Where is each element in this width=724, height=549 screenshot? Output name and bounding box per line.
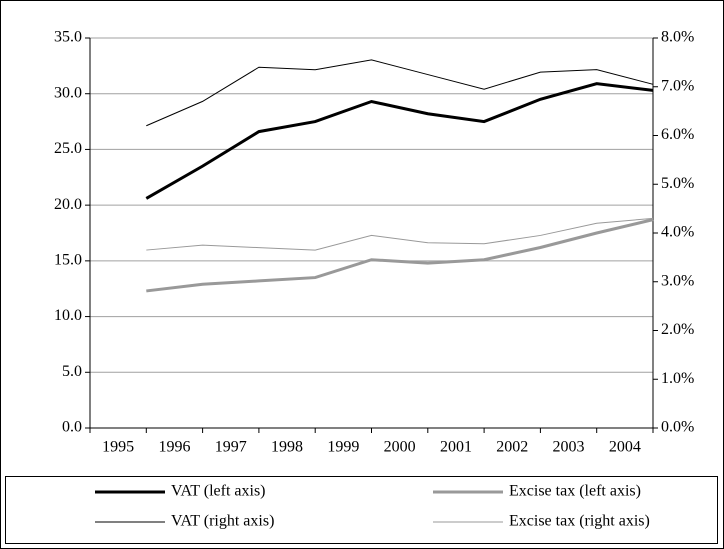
legend-label: VAT (left axis) [171, 483, 266, 500]
y-tick-label: 30.0 [54, 84, 82, 101]
y-tick-label: 5.0 [62, 363, 82, 380]
y-tick-label: 25.0 [54, 140, 82, 157]
legend-label: VAT (right axis) [171, 513, 274, 530]
y2-tick-label: 0.0% [661, 419, 694, 436]
y2-tick-label: 5.0% [661, 175, 694, 192]
series-line [145, 82, 654, 200]
y2-tick-label: 3.0% [661, 272, 694, 289]
y2-tick-label: 8.0% [661, 29, 694, 46]
legend-label: Excise tax (left axis) [509, 483, 641, 500]
y-tick-label: 35.0 [54, 29, 82, 46]
series-line [146, 59, 654, 127]
x-tick-label: 2003 [553, 439, 585, 456]
y2-tick-label: 1.0% [661, 370, 694, 387]
y2-tick-label: 6.0% [661, 126, 694, 143]
x-tick-label: 1999 [327, 439, 359, 456]
series-line [146, 217, 654, 251]
x-tick-label: 2002 [496, 439, 528, 456]
legend-box [5, 476, 718, 544]
x-tick-label: 1997 [215, 439, 247, 456]
x-tick-label: 2000 [384, 439, 416, 456]
x-tick-label: 2001 [440, 439, 472, 456]
legend-label: Excise tax (right axis) [509, 513, 650, 530]
y2-tick-label: 4.0% [661, 224, 694, 241]
x-tick-label: 1998 [271, 439, 303, 456]
y-tick-label: 0.0 [62, 419, 82, 436]
y2-tick-label: 2.0% [661, 321, 694, 338]
x-tick-label: 2004 [609, 439, 641, 456]
y-tick-label: 20.0 [54, 196, 82, 213]
y-tick-label: 10.0 [54, 307, 82, 324]
x-tick-label: 1995 [102, 439, 134, 456]
x-tick-label: 1996 [158, 439, 190, 456]
y2-tick-label: 7.0% [661, 77, 694, 94]
y-tick-label: 15.0 [54, 252, 82, 269]
series-line [146, 218, 654, 293]
